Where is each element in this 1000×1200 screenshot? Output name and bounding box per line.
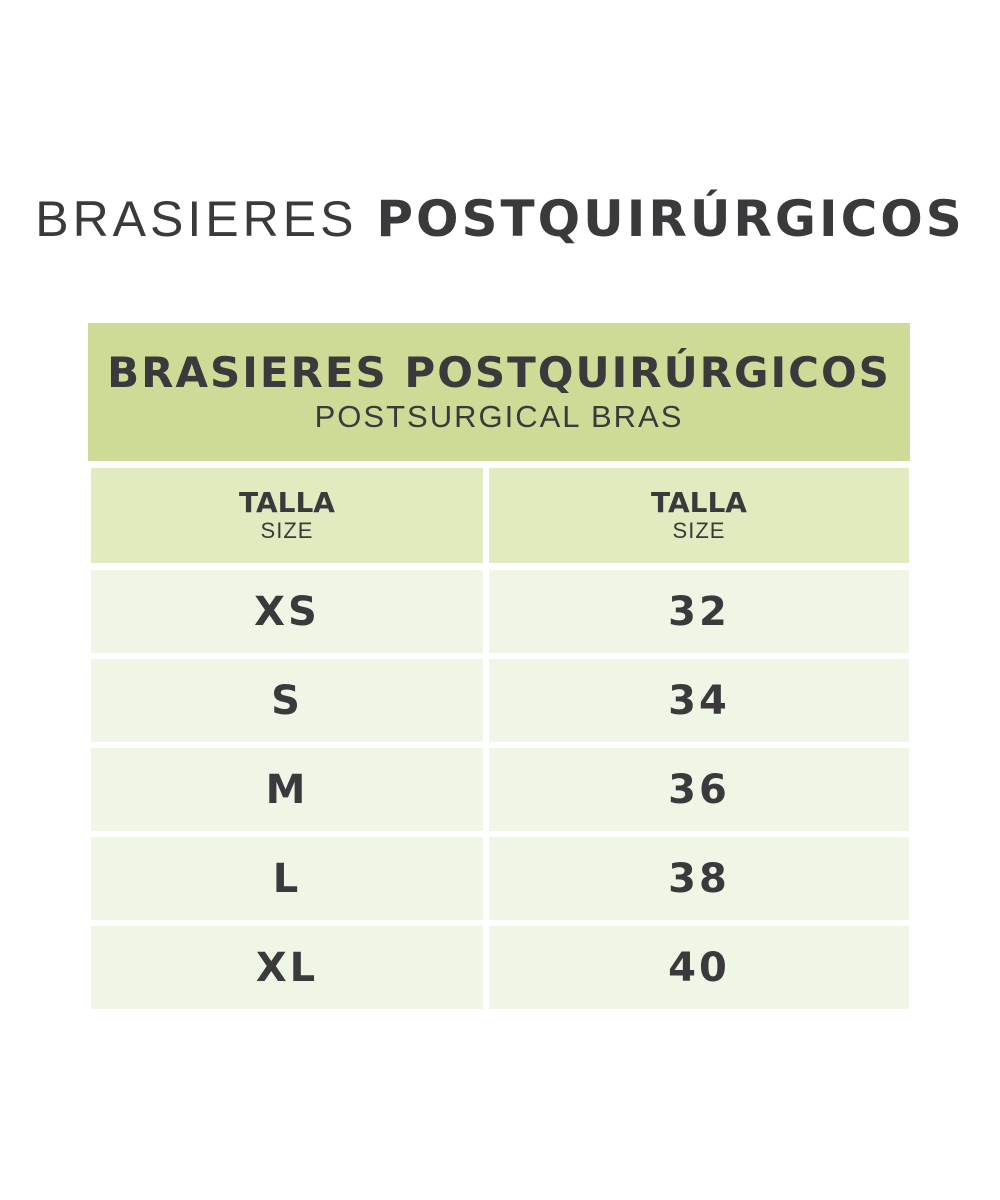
page-title: BRASIERES POSTQUIRÚRGICOS (0, 190, 1000, 248)
column-header: TALLA SIZE (91, 468, 483, 563)
table-cell: 34 (489, 659, 909, 742)
table-cell: M (91, 748, 483, 831)
table-cell: 38 (489, 837, 909, 920)
table-cell: S (91, 659, 483, 742)
column-label: TALLA (651, 485, 747, 519)
table-cell: 36 (489, 748, 909, 831)
table-cell: XL (91, 926, 483, 1009)
column-sublabel: SIZE (672, 517, 726, 543)
table-cell: 32 (489, 570, 909, 653)
table-cell: 40 (489, 926, 909, 1009)
table-subtitle: POSTSURGICAL BRAS (314, 399, 684, 434)
column-header: TALLA SIZE (489, 468, 909, 563)
column-sublabel: SIZE (260, 517, 314, 543)
title-bold: POSTQUIRÚRGICOS (376, 190, 965, 248)
column-label: TALLA (239, 485, 335, 519)
table-header: BRASIERES POSTQUIRÚRGICOS POSTSURGICAL B… (88, 323, 910, 461)
table-cell: XS (91, 570, 483, 653)
title-light: BRASIERES (35, 191, 358, 247)
table-cell: L (91, 837, 483, 920)
table-title: BRASIERES POSTQUIRÚRGICOS (107, 348, 891, 397)
